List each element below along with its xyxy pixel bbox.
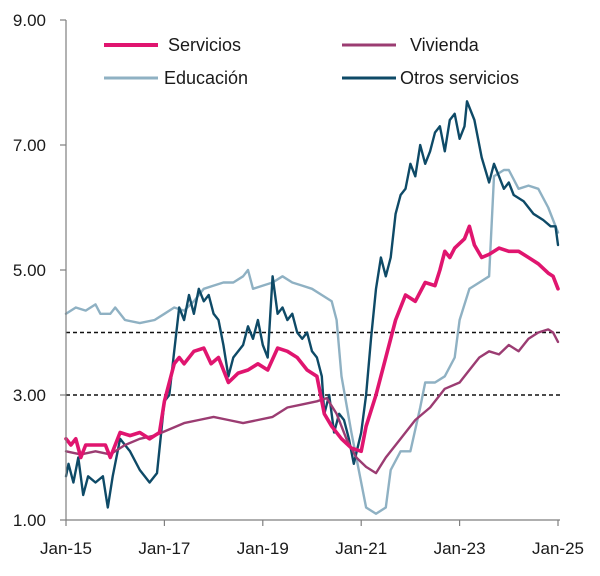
legend-label-educacion: Educación: [164, 68, 248, 88]
y-ticks: 1.00 3.00 5.00 7.00 9.00: [13, 11, 66, 530]
y-tick-label: 9.00: [13, 11, 46, 30]
legend-label-servicios: Servicios: [168, 35, 241, 55]
x-tick-label: Jan-23: [434, 539, 486, 558]
x-tick-label: Jan-17: [138, 539, 190, 558]
axes: [65, 20, 560, 521]
legend-item-educacion: Educación: [104, 68, 248, 88]
y-tick-label: 3.00: [13, 386, 46, 405]
legend-item-vivienda: Vivienda: [342, 35, 480, 55]
y-tick-label: 5.00: [13, 261, 46, 280]
legend-label-vivienda: Vivienda: [410, 35, 480, 55]
x-tick-label: Jan-25: [532, 539, 584, 558]
legend-label-otros-servicios: Otros servicios: [400, 68, 519, 88]
legend-item-servicios: Servicios: [104, 35, 241, 55]
x-ticks: Jan-15 Jan-17 Jan-19 Jan-21 Jan-23 Jan-25: [40, 520, 584, 558]
x-tick-label: Jan-15: [40, 539, 92, 558]
legend: Servicios Vivienda Educación Otros servi…: [104, 35, 519, 88]
x-tick-label: Jan-21: [335, 539, 387, 558]
reference-lines: [66, 331, 562, 396]
series-line-otros-servicios: [64, 100, 560, 509]
series-layer: [64, 100, 560, 515]
series-line-vivienda: [64, 328, 560, 475]
legend-item-otros-servicios: Otros servicios: [342, 68, 519, 88]
x-tick-label: Jan-19: [237, 539, 289, 558]
y-tick-label: 7.00: [13, 136, 46, 155]
y-tick-label: 1.00: [13, 511, 46, 530]
series-line-servicios: [64, 224, 560, 460]
series-line-educacion: [64, 168, 560, 515]
